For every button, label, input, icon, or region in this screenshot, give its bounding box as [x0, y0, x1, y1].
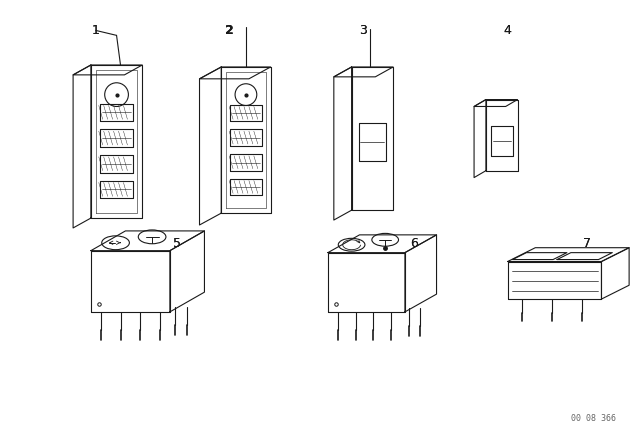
Text: 4: 4	[504, 24, 511, 37]
Text: 2: 2	[225, 24, 234, 37]
Text: 7: 7	[582, 237, 591, 250]
Text: 00 08 366: 00 08 366	[572, 414, 616, 423]
Text: 4: 4	[504, 24, 511, 37]
Text: 3: 3	[360, 24, 367, 37]
Text: 2: 2	[225, 24, 234, 37]
Text: 6: 6	[410, 237, 418, 250]
Text: 3: 3	[360, 24, 367, 37]
Text: 5: 5	[173, 237, 180, 250]
Text: 1: 1	[92, 24, 100, 37]
Text: 6: 6	[410, 237, 418, 250]
Text: 1: 1	[92, 24, 100, 37]
Text: 7: 7	[582, 237, 591, 250]
Text: 5: 5	[173, 237, 180, 250]
